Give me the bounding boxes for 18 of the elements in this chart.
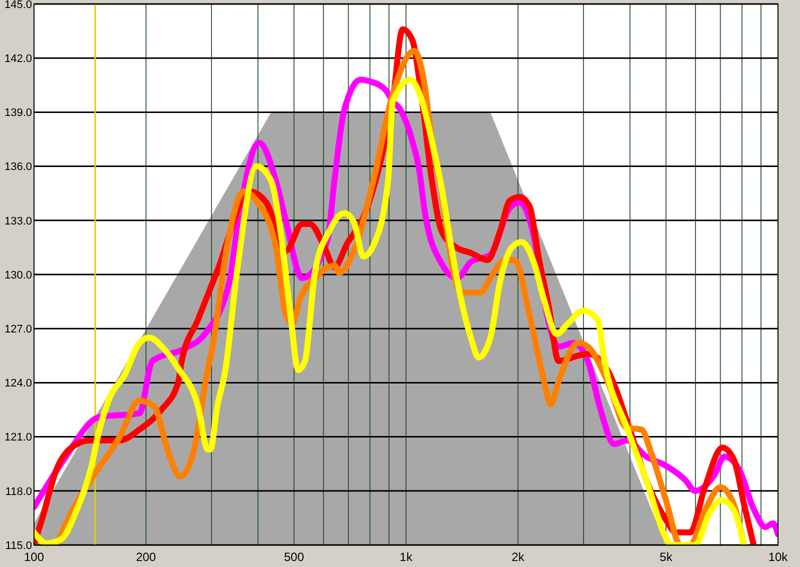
x-tick-label: 5k xyxy=(660,550,674,564)
y-tick-label: 145.0 xyxy=(4,0,32,11)
y-tick-label: 127.0 xyxy=(4,323,32,336)
y-tick-label: 118.0 xyxy=(5,486,32,498)
y-tick-label: 124.0 xyxy=(4,378,32,390)
x-tick-label: 10k xyxy=(768,550,789,564)
y-tick-label: 136.0 xyxy=(4,161,32,174)
y-tick-label: 142.0 xyxy=(4,52,32,65)
y-tick-label: 133.0 xyxy=(4,215,32,228)
x-tick-label: 2k xyxy=(512,550,526,564)
x-tick-label: 500 xyxy=(284,550,304,564)
y-tick-label: 130.0 xyxy=(4,269,32,282)
x-tick-label: 100 xyxy=(24,550,44,564)
x-tick-label: 1k xyxy=(400,550,414,564)
y-tick-label: 121.0 xyxy=(4,432,32,444)
y-tick-label: 115.0 xyxy=(5,540,32,552)
x-tick-label: 200 xyxy=(136,550,156,564)
y-tick-label: 139.0 xyxy=(4,107,32,120)
